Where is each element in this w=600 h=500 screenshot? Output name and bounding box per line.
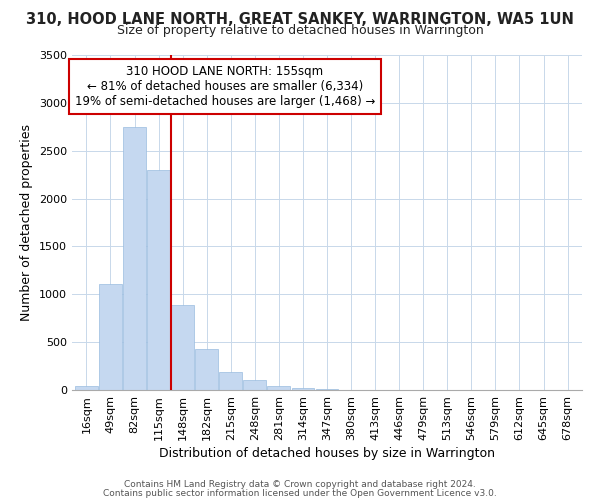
Bar	[220, 372, 242, 390]
Bar	[75, 386, 98, 390]
Text: Size of property relative to detached houses in Warrington: Size of property relative to detached ho…	[116, 24, 484, 37]
Text: Contains HM Land Registry data © Crown copyright and database right 2024.: Contains HM Land Registry data © Crown c…	[124, 480, 476, 489]
Bar	[99, 284, 122, 390]
Bar	[195, 349, 218, 390]
Text: 310 HOOD LANE NORTH: 155sqm
← 81% of detached houses are smaller (6,334)
19% of : 310 HOOD LANE NORTH: 155sqm ← 81% of det…	[75, 65, 375, 108]
Bar	[268, 386, 290, 390]
Bar	[244, 380, 266, 390]
Text: Contains public sector information licensed under the Open Government Licence v3: Contains public sector information licen…	[103, 488, 497, 498]
Text: 310, HOOD LANE NORTH, GREAT SANKEY, WARRINGTON, WA5 1UN: 310, HOOD LANE NORTH, GREAT SANKEY, WARR…	[26, 12, 574, 28]
Bar	[147, 170, 170, 390]
Y-axis label: Number of detached properties: Number of detached properties	[20, 124, 34, 321]
Bar	[123, 127, 146, 390]
Bar	[171, 305, 194, 390]
X-axis label: Distribution of detached houses by size in Warrington: Distribution of detached houses by size …	[159, 447, 495, 460]
Bar	[316, 389, 338, 390]
Bar	[292, 388, 314, 390]
